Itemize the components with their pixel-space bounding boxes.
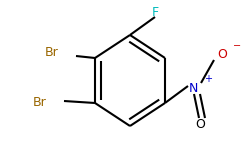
Text: N: N: [188, 81, 198, 94]
Text: O: O: [195, 118, 205, 132]
Text: +: +: [204, 74, 212, 84]
Text: −: −: [233, 41, 241, 51]
Text: Br: Br: [44, 46, 58, 60]
Text: Br: Br: [32, 96, 46, 110]
Text: F: F: [152, 6, 158, 18]
Text: O: O: [217, 48, 227, 62]
